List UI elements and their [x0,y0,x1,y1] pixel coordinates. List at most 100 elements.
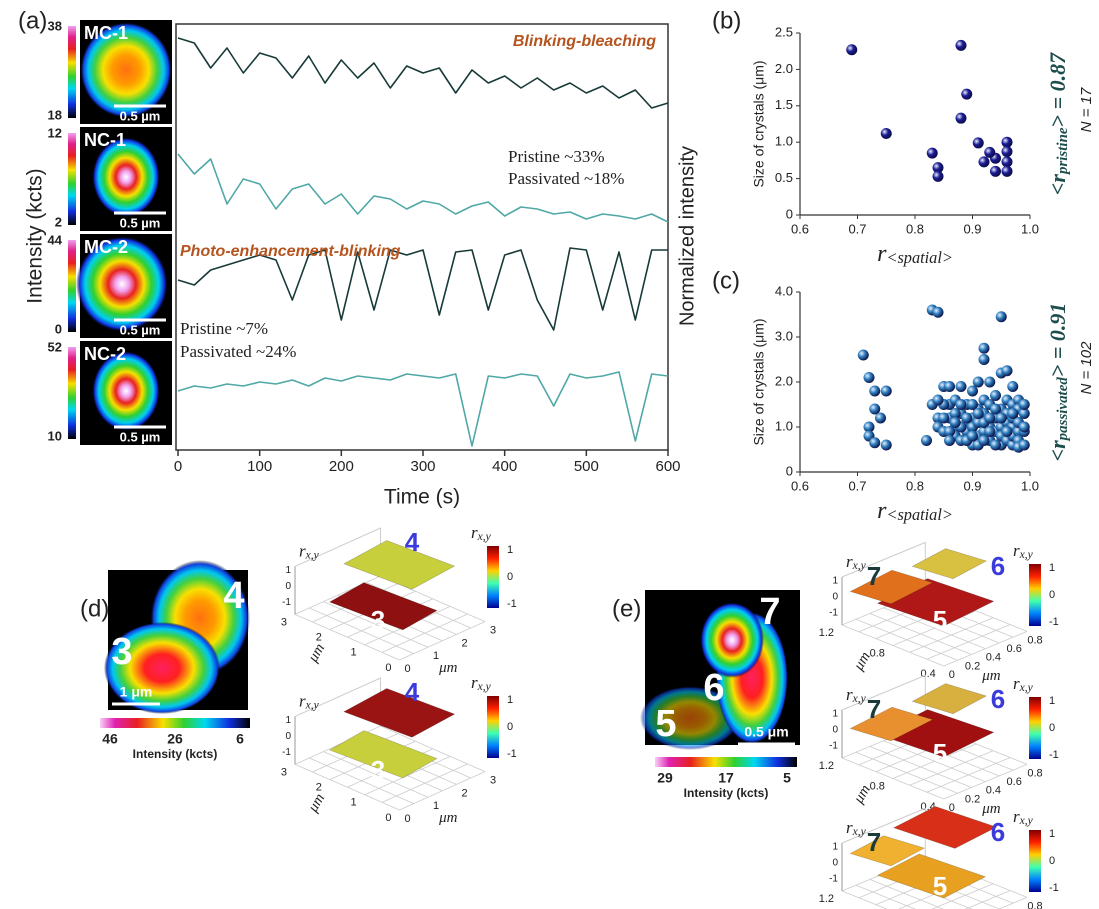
intensity-spot [92,351,160,431]
floor-grid [998,897,1028,909]
point [984,376,996,388]
y-tick-label: 0.4 [920,668,935,680]
z-tick-label: 0 [285,731,291,742]
point [990,439,1001,451]
point [875,412,886,424]
colorbar-title-part: x,y [1019,681,1034,694]
y-tick-label: 0 [385,662,391,674]
sample-count: N = 17 [1078,87,1095,132]
x-axis-title-part: r [877,498,887,524]
surface-patch [328,730,438,779]
point [869,403,881,415]
surface-patch [849,835,926,867]
y-tick-label: 1.2 [819,627,834,639]
x-tick-label: 2 [461,637,467,649]
colorbar [100,718,250,728]
panel-label: (e) [612,595,641,622]
x-tick-label: 0.8 [906,478,924,493]
region-label: 3 [111,631,132,673]
colorbar-label: 12 [48,125,62,140]
z-tick-label: 1 [832,842,838,853]
colorbar-title-part: r [471,673,478,692]
x-tick-label: 0 [404,813,410,825]
y-tick-label: 2 [316,782,322,794]
point [1001,365,1013,377]
z-axis-title: rx,y [846,818,867,838]
region-label: 5 [933,871,947,901]
scale-label: 0.5 μm [744,724,788,740]
region-label: 3 [371,755,385,785]
intensity-spot [76,236,168,332]
z-tick-label: -1 [282,597,291,608]
axis-unit: μm [438,660,458,676]
statistic-part: <r [1045,440,1070,462]
point [978,342,990,354]
x-tick-label: 0.6 [791,221,809,236]
point [880,439,892,451]
colorbar-label: 18 [48,107,62,122]
point [949,408,961,419]
point [846,44,858,56]
z-axis-title: rx,y [846,685,867,705]
colorbar [68,347,76,439]
axis-unit: μm [305,791,329,816]
point [972,408,984,419]
region-label: 6 [991,551,1005,581]
colorbar-label: 52 [48,339,62,354]
y-tick-label: 1.2 [819,760,834,772]
floor-grid [399,771,486,811]
annotation: Photo-enhancement-blinking [180,243,401,260]
point [984,146,996,158]
colorbar-title: rx,y [1013,541,1034,561]
region-label: 6 [991,684,1005,714]
y-axis-title: Intensity (kcts) [24,168,47,303]
y-tick-label: 3.0 [775,328,793,343]
colorbar-label: 46 [102,731,118,747]
intensity-spot [80,22,172,118]
point [995,311,1007,323]
y-tick-label: 0.5 [775,170,793,185]
statistic-part: passivated [1055,377,1071,443]
annotation: Passivated ~24% [180,342,296,361]
x-tick-label: 0.8 [1027,634,1042,646]
point [926,147,938,159]
colorbar-title-part: x,y [1019,814,1034,827]
x-tick-label: 0.9 [963,221,981,236]
point [955,112,967,124]
point [863,421,875,433]
point [944,426,955,437]
x-tick-label: 0.2 [965,793,980,805]
x-tick-label: 3 [490,625,496,637]
y-tick-label: 1.0 [775,418,793,433]
z-axis-title-part: x,y [305,698,320,711]
colorbar-label: -1 [1049,616,1059,628]
colorbar-label: -1 [507,598,517,610]
point [972,376,984,388]
z-axis-title: rx,y [299,691,320,711]
x-tick-label: 0.8 [906,221,924,236]
floor-grid [943,631,1028,667]
region-label: 7 [867,694,881,724]
colorbar-title: rx,y [1013,807,1034,827]
colorbar-title: rx,y [1013,674,1034,694]
x-tick-label: 0 [949,802,955,814]
colorbar-label: 44 [48,232,63,247]
sample-count: N = 102 [1078,341,1095,395]
colorbar-label: 29 [657,770,673,786]
x-axis-title-part: r [877,241,887,267]
region-label: 4 [405,677,420,707]
point [938,412,950,424]
trace [177,37,669,109]
z-tick-label: 0 [832,725,838,736]
trace [177,247,668,331]
colorbar-title-part: x,y [477,530,492,543]
point [978,156,990,168]
axis-unit: μm [305,641,329,666]
x-axis-title: r<spatial> [877,498,953,524]
z-tick-label: 0 [832,858,838,869]
point [1007,408,1019,419]
point [949,417,961,428]
colorbar-label: 0 [1049,722,1055,734]
